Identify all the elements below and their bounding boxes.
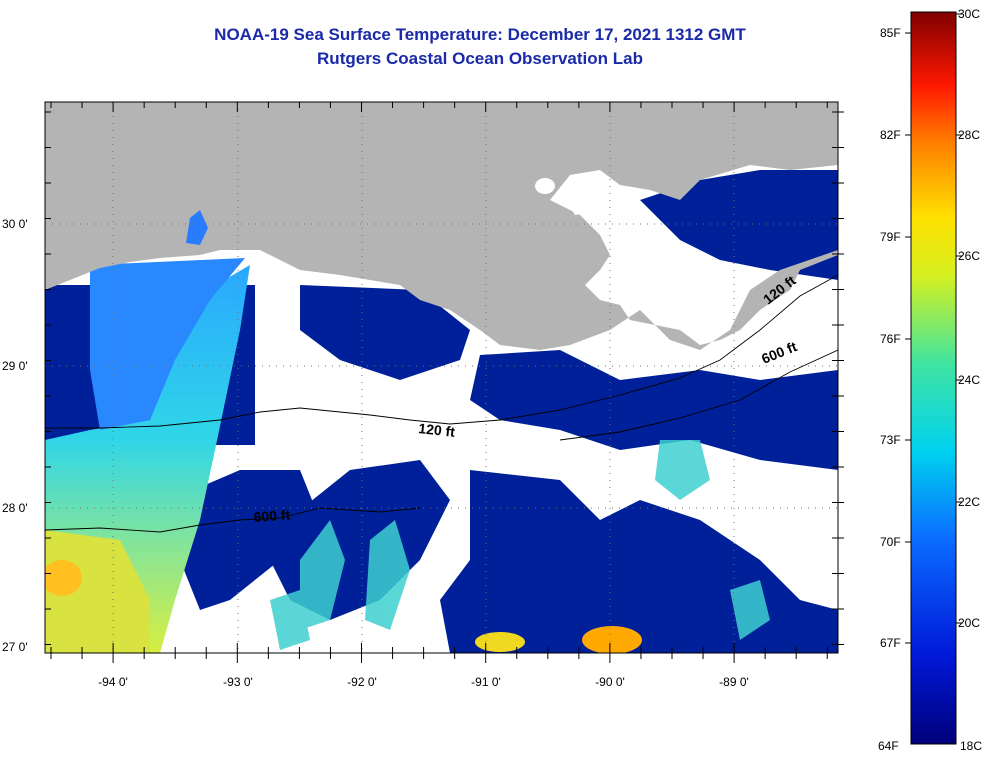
lon-label-89: -89 0' bbox=[719, 675, 749, 689]
cbar-f-85: 85F bbox=[880, 26, 901, 40]
inland-lake bbox=[186, 210, 208, 245]
map-title: NOAA-19 Sea Surface Temperature: Decembe… bbox=[214, 25, 746, 44]
lon-label-90: -90 0' bbox=[595, 675, 625, 689]
contour-600ft-west bbox=[45, 507, 421, 533]
cbar-c-18: 18C bbox=[960, 739, 982, 753]
cbar-f-73: 73F bbox=[880, 433, 901, 447]
cbar-f-76: 76F bbox=[880, 332, 901, 346]
lat-label-27: 27 0' bbox=[2, 640, 28, 654]
graticule bbox=[45, 102, 838, 653]
inland-cloud-small bbox=[535, 178, 555, 194]
inland-cloud bbox=[560, 175, 605, 215]
cbar-c-20: 20C bbox=[958, 616, 980, 630]
lat-label-29: 29 0' bbox=[2, 359, 28, 373]
lon-label-94: -94 0' bbox=[98, 675, 128, 689]
lon-label-91: -91 0' bbox=[471, 675, 501, 689]
warm-spot-central bbox=[475, 632, 525, 652]
contour-120ft bbox=[45, 274, 838, 429]
cbar-f-79: 79F bbox=[880, 230, 901, 244]
map-field bbox=[45, 102, 838, 653]
mixed-water-streaks bbox=[270, 440, 770, 650]
cbar-c-24: 24C bbox=[958, 373, 980, 387]
cbar-c-30: 30C bbox=[958, 7, 980, 21]
shelf-water-patch bbox=[90, 258, 245, 430]
cbar-c-28: 28C bbox=[958, 128, 980, 142]
cbar-c-26: 26C bbox=[958, 249, 980, 263]
cbar-f-70: 70F bbox=[880, 535, 901, 549]
axis-ticks bbox=[45, 102, 844, 663]
contour-label-600ft: 600 ft bbox=[253, 506, 291, 525]
cbar-f-82: 82F bbox=[880, 128, 901, 142]
cbar-c-22: 22C bbox=[958, 495, 980, 509]
cbar-f-67: 67F bbox=[880, 636, 901, 650]
colorbar bbox=[910, 11, 957, 745]
warm-spot-west bbox=[45, 560, 82, 596]
colorbar-ticks bbox=[905, 13, 962, 644]
lon-label-92: -92 0' bbox=[347, 675, 377, 689]
warm-coastal-patch bbox=[45, 530, 150, 653]
lon-label-93: -93 0' bbox=[223, 675, 253, 689]
map-border bbox=[44, 101, 839, 654]
land-area bbox=[45, 102, 838, 350]
cbar-f-64: 64F bbox=[878, 739, 899, 753]
warm-spot-south bbox=[582, 626, 642, 653]
lat-label-28: 28 0' bbox=[2, 501, 28, 515]
contour-label-120ft: 120 ft bbox=[418, 420, 456, 440]
contour-600ft-east bbox=[559, 349, 838, 441]
map-subtitle: Rutgers Coastal Ocean Observation Lab bbox=[317, 49, 643, 68]
lat-label-30: 30 0' bbox=[2, 217, 28, 231]
